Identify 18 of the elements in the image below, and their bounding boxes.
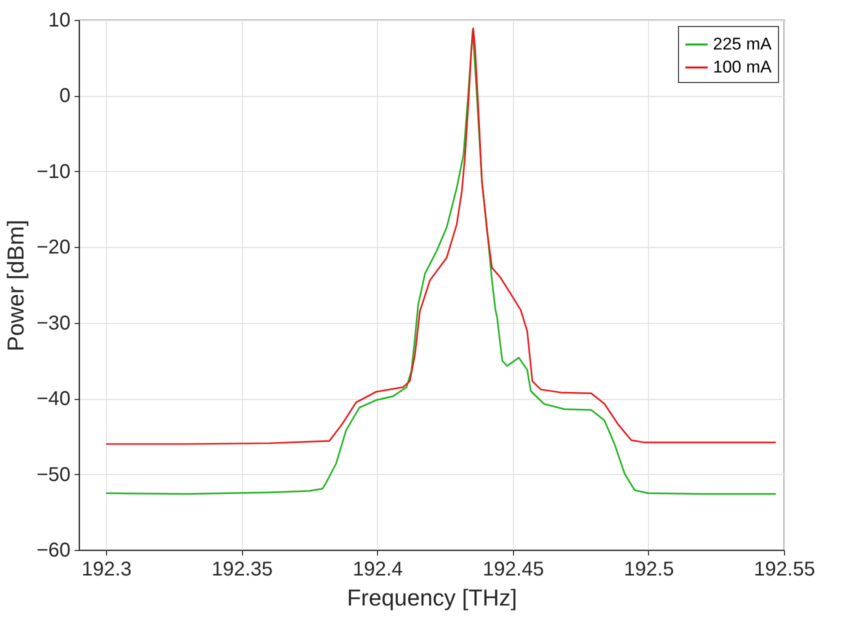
x-tick-label: 192.4 <box>352 558 403 580</box>
y-tick-label: −60 <box>36 540 70 562</box>
x-tick-label: 192.3 <box>82 558 132 580</box>
legend-label: 100 mA <box>713 58 772 76</box>
y-tick-label: −40 <box>36 388 70 410</box>
y-axis-title: Power [dBm] <box>2 220 29 352</box>
x-tick-label: 192.5 <box>624 558 674 580</box>
x-axis-title: Frequency [THz] <box>347 584 517 610</box>
y-tick-label: −30 <box>36 312 70 334</box>
y-tick-label: −10 <box>36 160 70 183</box>
y-tick-label: 0 <box>59 85 70 108</box>
y-tick-label: −50 <box>36 464 70 486</box>
y-tick-label: 10 <box>48 10 70 32</box>
x-tick-label: 192.45 <box>482 558 544 580</box>
legend-label: 225 mA <box>713 34 772 54</box>
x-tick-label: 192.55 <box>754 558 816 580</box>
y-tick-label: −20 <box>36 236 70 259</box>
x-tick-label: 192.35 <box>212 558 273 580</box>
